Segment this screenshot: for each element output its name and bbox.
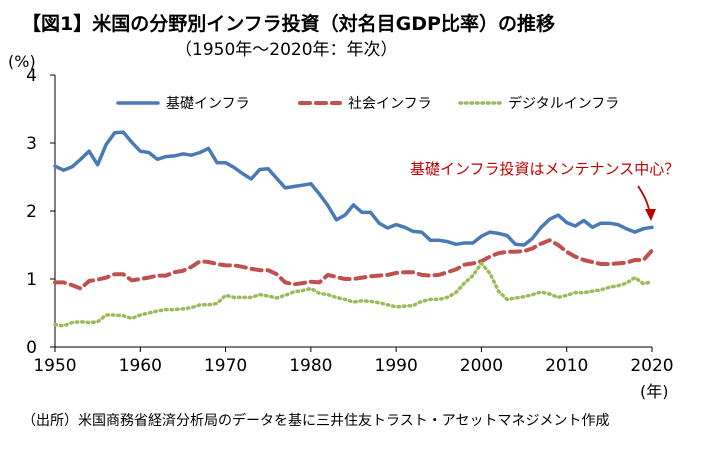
annotation-arrowhead [645, 209, 656, 221]
y-tick-label: 0 [26, 338, 37, 358]
x-tick-label: 1990 [375, 356, 418, 376]
series-line [53, 238, 654, 291]
x-tick-label: 2000 [460, 356, 503, 376]
x-tick-label: 2020 [630, 356, 673, 376]
legend-label: 基礎インフラ [166, 95, 250, 112]
x-axis-unit: (年) [640, 382, 669, 401]
x-tick-label: 1970 [204, 356, 247, 376]
series-line [53, 130, 654, 247]
legend-label: デジタルインフラ [508, 95, 619, 112]
y-tick-label: 2 [26, 202, 37, 222]
series-line [53, 261, 654, 328]
axes [50, 74, 653, 352]
legend: 基礎インフラ 社会インフラ デジタルインフラ [116, 95, 619, 112]
x-tick-label: 1960 [119, 356, 162, 376]
y-tick-label: 1 [26, 270, 37, 290]
y-axis-unit: (%) [8, 52, 36, 71]
source-note: （出所）米国商務省経済分析局のデータを基に三井住友トラスト・アセットマネジメント… [22, 412, 609, 429]
series-lines [53, 130, 654, 328]
y-tick-label: 3 [26, 134, 37, 154]
x-tick-label: 1950 [33, 356, 76, 376]
x-tick-label: 1980 [289, 356, 332, 376]
x-tick-label: 2010 [545, 356, 588, 376]
chart-title: 【図1】米国の分野別インフラ投資（対名目GDP比率）の推移 [22, 12, 555, 35]
y-tick-labels: 0 1 2 3 4 [26, 66, 37, 358]
chart-subtitle: （1950年～2020年：年次） [175, 40, 398, 60]
legend-label: 社会インフラ [348, 96, 432, 112]
y-tick-label: 4 [26, 66, 37, 86]
x-tick-labels: 1950 1960 1970 1980 1990 2000 2010 2020 [33, 356, 673, 376]
annotation-text: 基礎インフラ投資はメンテナンス中心？ [410, 160, 679, 178]
